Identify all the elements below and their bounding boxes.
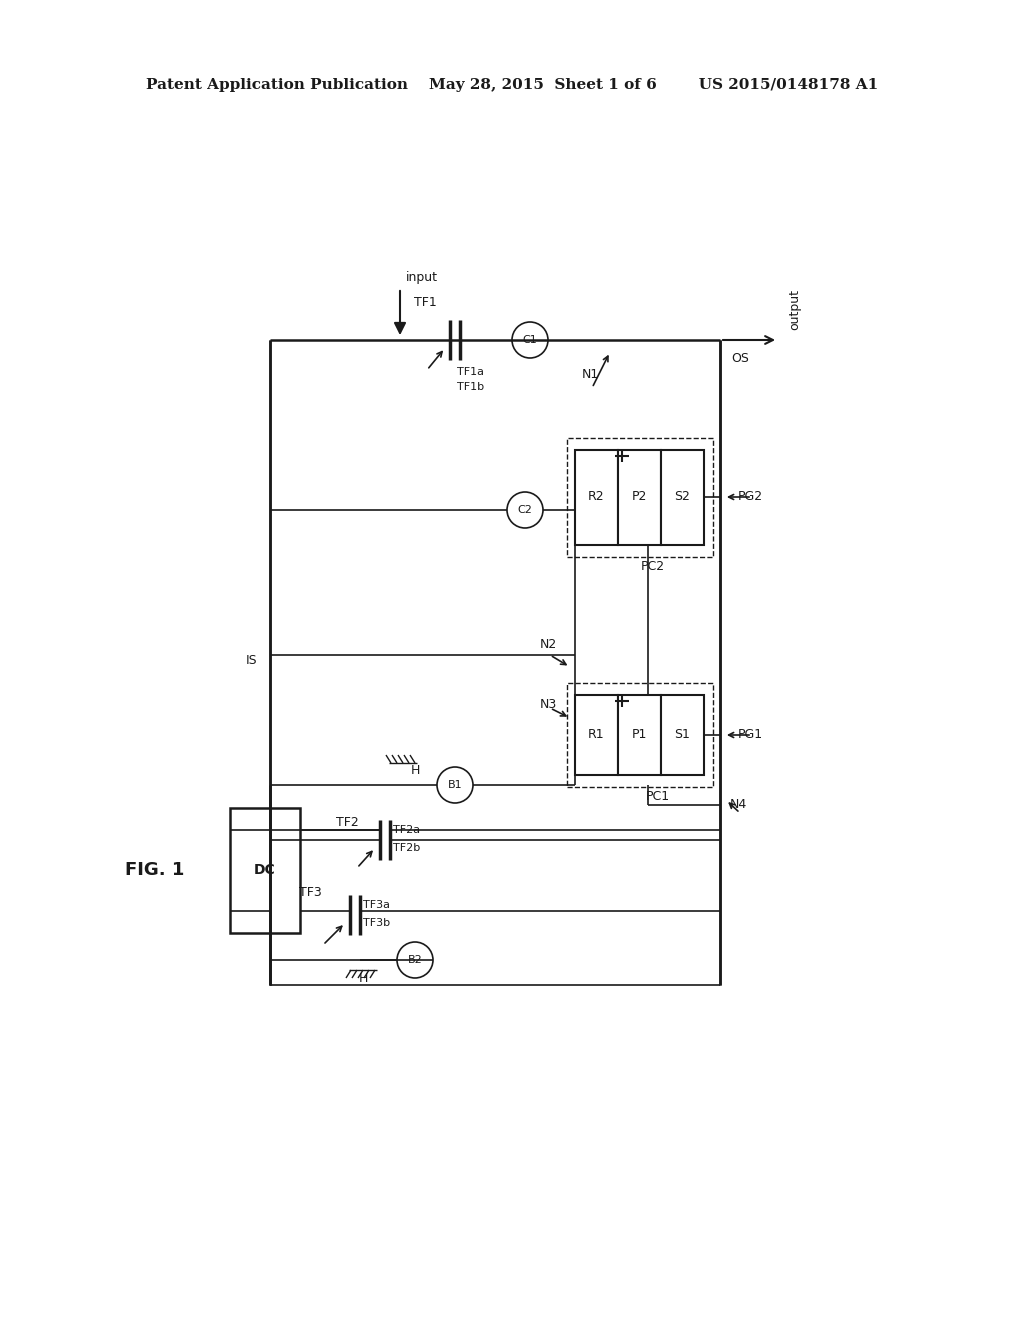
Text: R1: R1 xyxy=(588,729,604,742)
Circle shape xyxy=(437,767,473,803)
Text: PC1: PC1 xyxy=(646,791,670,804)
Text: PC2: PC2 xyxy=(641,561,665,573)
Text: TF1: TF1 xyxy=(414,296,436,309)
Text: TF2: TF2 xyxy=(336,816,358,829)
Text: TF2a: TF2a xyxy=(393,825,420,836)
Text: IS: IS xyxy=(246,653,258,667)
Text: P1: P1 xyxy=(632,729,647,742)
Circle shape xyxy=(512,322,548,358)
Text: R2: R2 xyxy=(588,491,604,503)
Bar xyxy=(662,696,705,775)
Bar xyxy=(575,450,618,545)
Text: input: input xyxy=(406,272,438,285)
Bar xyxy=(618,450,662,545)
Text: N3: N3 xyxy=(540,698,557,711)
Text: S1: S1 xyxy=(674,729,690,742)
Text: Patent Application Publication    May 28, 2015  Sheet 1 of 6        US 2015/0148: Patent Application Publication May 28, 2… xyxy=(145,78,879,92)
Text: N2: N2 xyxy=(540,639,557,652)
Bar xyxy=(230,808,300,933)
Bar xyxy=(618,696,662,775)
Circle shape xyxy=(507,492,543,528)
Circle shape xyxy=(397,942,433,978)
Text: TF1b: TF1b xyxy=(457,381,484,392)
Text: TF3: TF3 xyxy=(299,887,322,899)
Text: H: H xyxy=(358,972,368,985)
Text: TF2b: TF2b xyxy=(393,843,420,853)
Text: PG2: PG2 xyxy=(737,491,763,503)
Text: N1: N1 xyxy=(582,368,599,381)
Text: PG1: PG1 xyxy=(737,729,763,742)
Bar xyxy=(575,696,618,775)
Text: B2: B2 xyxy=(408,954,422,965)
Text: P2: P2 xyxy=(632,491,647,503)
Text: TF1a: TF1a xyxy=(457,367,484,378)
Bar xyxy=(567,682,713,787)
Text: C1: C1 xyxy=(522,335,538,345)
Text: C2: C2 xyxy=(517,506,532,515)
Bar xyxy=(567,438,713,557)
Text: TF3b: TF3b xyxy=(362,917,390,928)
Text: DC: DC xyxy=(254,863,275,876)
Bar xyxy=(662,450,705,545)
Text: N4: N4 xyxy=(729,799,746,812)
Text: H: H xyxy=(411,763,420,776)
Text: output: output xyxy=(788,289,802,330)
Text: OS: OS xyxy=(731,351,749,364)
Text: B1: B1 xyxy=(447,780,462,789)
Text: TF3a: TF3a xyxy=(362,900,390,909)
Text: S2: S2 xyxy=(674,491,690,503)
Text: FIG. 1: FIG. 1 xyxy=(125,861,184,879)
